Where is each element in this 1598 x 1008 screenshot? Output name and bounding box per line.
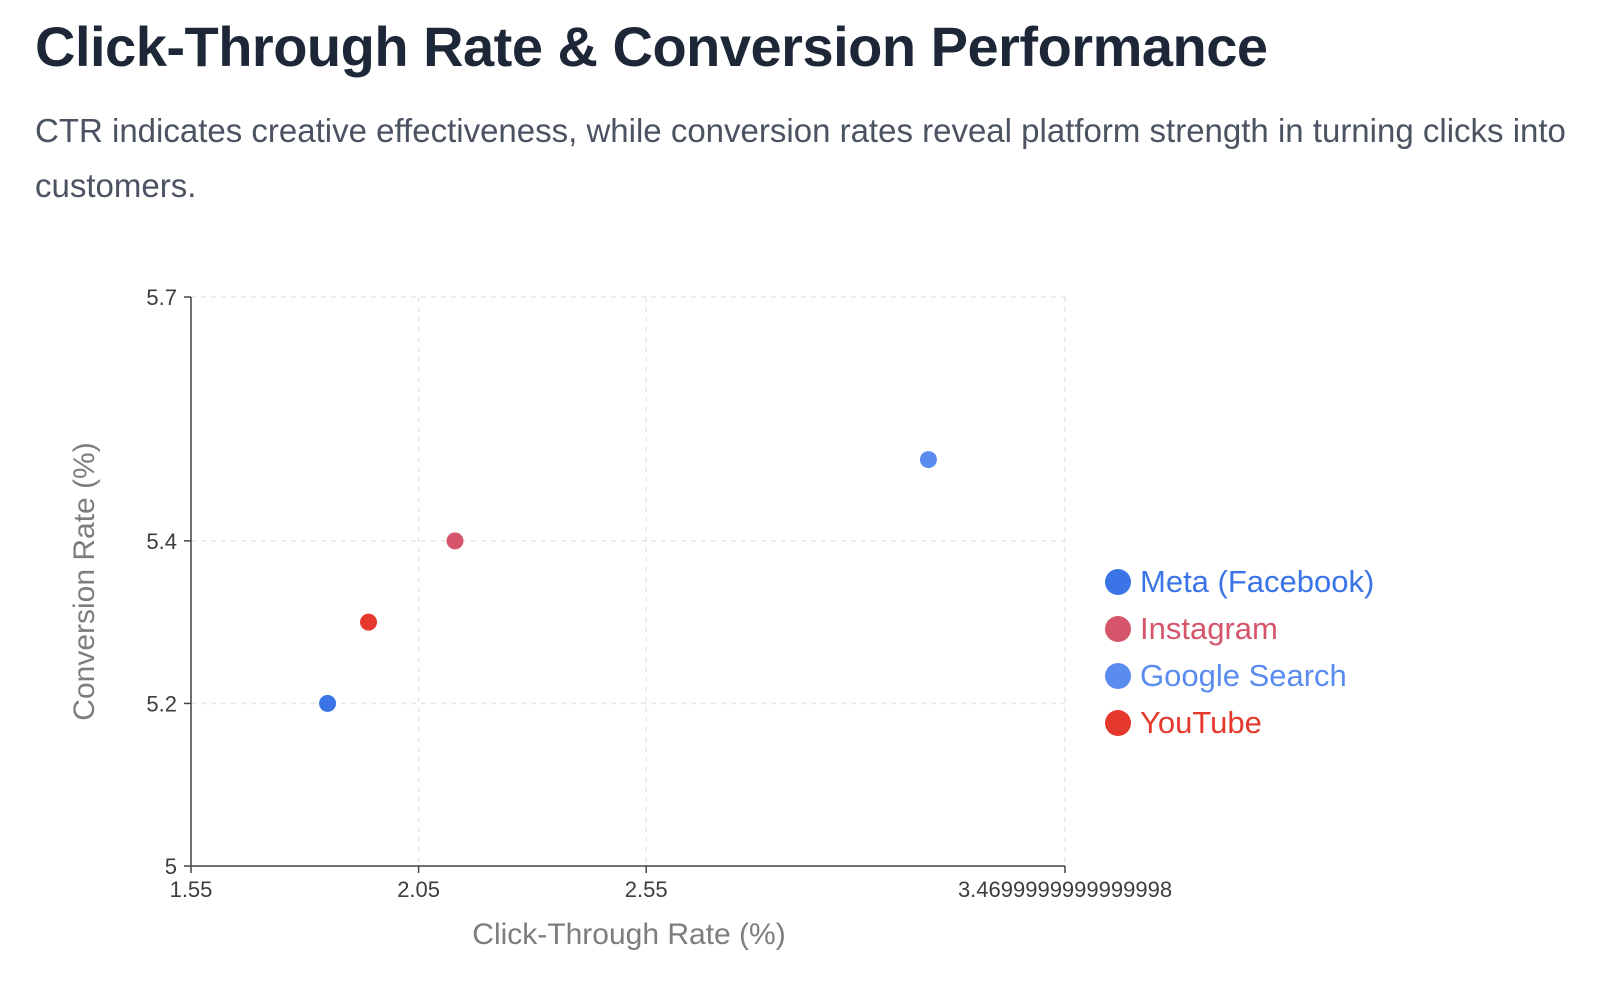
legend-label: Instagram (1140, 611, 1278, 646)
y-axis-title: Conversion Rate (%) (68, 442, 101, 720)
data-point[interactable] (360, 613, 378, 631)
x-tick-label: 3.4699999999999998 (958, 877, 1172, 902)
x-tick-label: 2.05 (397, 877, 440, 902)
data-points (319, 451, 937, 712)
grid-lines (190, 296, 1066, 867)
data-point[interactable] (446, 532, 464, 550)
y-tick-label: 5 (165, 854, 177, 879)
legend-label: Google Search (1140, 658, 1347, 693)
x-tick-label: 1.55 (170, 877, 213, 902)
legend-marker (1105, 663, 1131, 689)
data-point[interactable] (919, 451, 937, 469)
legend: Meta (Facebook) Instagram Google Search You… (1105, 564, 1374, 740)
legend-item[interactable]: Instagram (1105, 611, 1278, 646)
legend-label: Meta (Facebook) (1140, 564, 1374, 599)
page-subtitle: CTR indicates creative effectiveness, wh… (35, 112, 1566, 204)
legend-label: YouTube (1140, 705, 1262, 740)
legend-marker (1105, 616, 1131, 642)
x-tick-label: 2.55 (625, 877, 668, 902)
page-title: Click-Through Rate & Conversion Performa… (35, 15, 1268, 78)
legend-item[interactable]: Google Search (1105, 658, 1347, 693)
y-tick-label: 5.7 (146, 285, 177, 310)
legend-item[interactable]: YouTube (1105, 705, 1262, 740)
y-tick-label: 5.2 (146, 691, 177, 716)
y-axis-ticks: 5 5.2 5.4 5.7 (146, 285, 191, 879)
legend-marker (1105, 569, 1131, 595)
legend-item[interactable]: Meta (Facebook) (1105, 564, 1374, 599)
x-axis-title: Click-Through Rate (%) (472, 918, 785, 951)
y-tick-label: 5.4 (146, 529, 177, 554)
x-axis-ticks: 1.55 2.05 2.55 3.4699999999999998 (170, 866, 1172, 902)
legend-marker (1105, 710, 1131, 736)
data-point[interactable] (319, 694, 337, 712)
